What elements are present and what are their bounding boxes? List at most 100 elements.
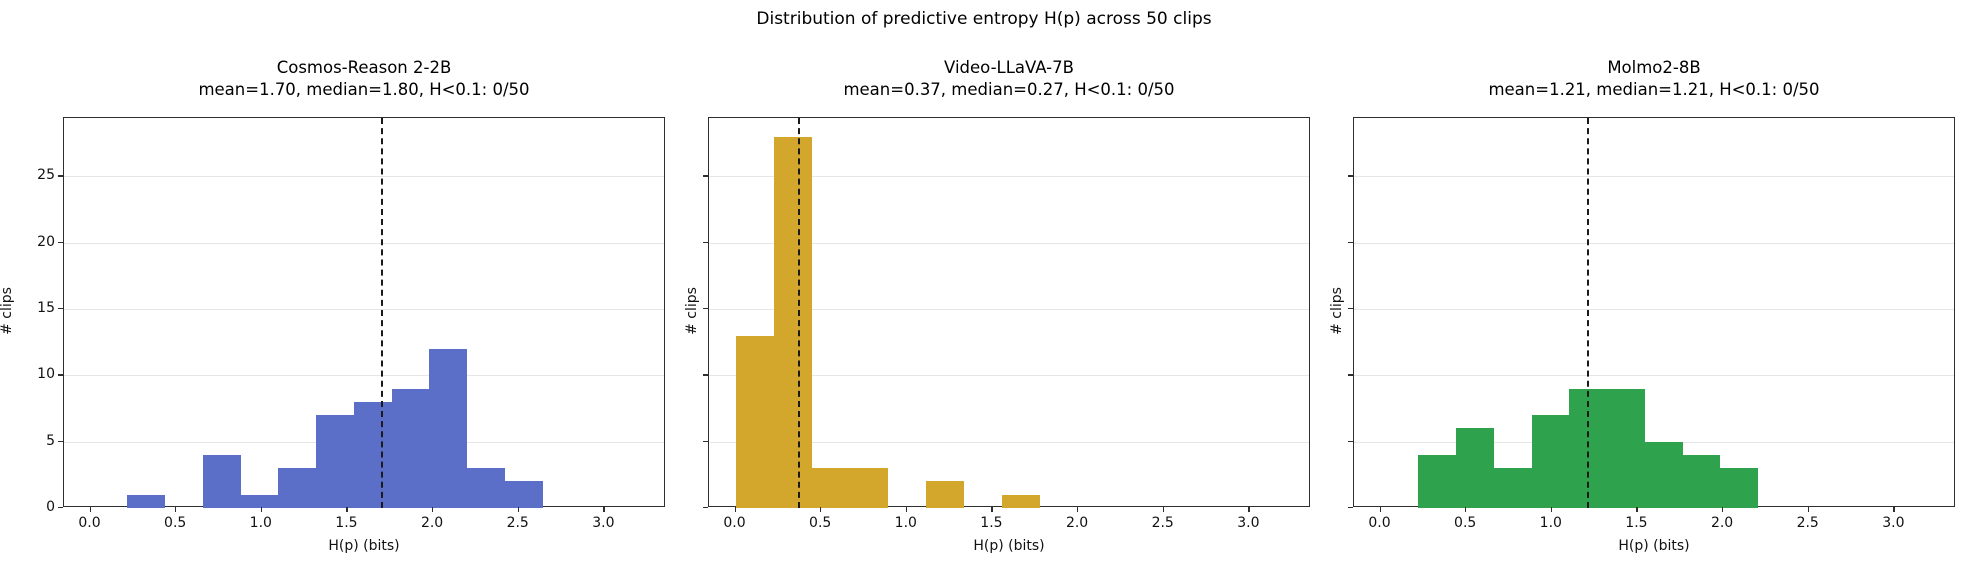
x-tick-mark	[1722, 507, 1724, 512]
x-tick-label: 2.0	[1065, 515, 1089, 531]
subplot-stats-line: mean=0.37, median=0.27, H<0.1: 0/50	[843, 80, 1175, 99]
y-axis-label: # clips	[0, 287, 15, 335]
histogram-bar	[467, 468, 505, 508]
x-tick-mark	[175, 507, 177, 512]
x-tick-label: 0.5	[164, 515, 187, 531]
y-tick-label: 0	[46, 499, 55, 515]
x-tick-label: 1.5	[335, 515, 358, 531]
x-tick-label: 2.0	[420, 515, 444, 531]
gridline	[709, 242, 1309, 244]
subplot-title: Molmo2-8B mean=1.21, median=1.21, H<0.1: …	[1353, 57, 1955, 101]
mean-line	[380, 118, 383, 508]
histogram-bar	[1418, 454, 1456, 508]
histogram-bar	[202, 454, 241, 508]
y-tick-mark	[58, 507, 63, 509]
histogram-bar	[735, 335, 774, 508]
x-axis-label: H(p) (bits)	[973, 538, 1045, 554]
gridline	[64, 375, 664, 377]
x-tick-mark	[89, 507, 91, 512]
subplot-title: Cosmos-Reason 2-2B mean=1.70, median=1.80…	[63, 57, 665, 101]
y-tick-mark	[703, 175, 708, 177]
x-tick-mark	[1893, 507, 1895, 512]
gridline	[709, 375, 1309, 377]
x-tick-label: 0.5	[809, 515, 832, 531]
x-tick-label: 1.0	[249, 515, 272, 531]
x-tick-label: 1.0	[894, 515, 917, 531]
histogram-bar	[811, 468, 850, 508]
subplot-model-name: Video-LLaVA-7B	[944, 58, 1074, 77]
gridline	[1354, 176, 1954, 178]
y-tick-mark	[703, 308, 708, 310]
x-tick-label: 2.5	[506, 515, 529, 531]
histogram-bar	[1455, 428, 1494, 508]
x-tick-label: 0.5	[1454, 515, 1477, 531]
histogram-bar	[1682, 454, 1721, 508]
y-tick-label: 10	[37, 366, 55, 383]
x-tick-label: 3.0	[1882, 515, 1905, 531]
x-tick-mark	[1077, 507, 1079, 512]
subplot-model-name: Molmo2-8B	[1607, 58, 1701, 77]
y-tick-label: 20	[37, 233, 55, 250]
y-tick-mark	[703, 440, 708, 442]
gridline	[709, 309, 1309, 311]
histogram-bar	[926, 481, 965, 508]
plot-area	[708, 117, 1310, 508]
x-tick-label: 3.0	[592, 515, 615, 531]
figure-title: Distribution of predictive entropy H(p) …	[756, 9, 1212, 29]
x-tick-mark	[734, 507, 736, 512]
y-tick-mark	[703, 241, 708, 243]
gridline	[64, 309, 664, 311]
histogram-bar	[278, 468, 317, 508]
x-tick-mark	[517, 507, 519, 512]
histogram-bar	[1531, 415, 1570, 508]
gridline	[64, 242, 664, 244]
y-tick-mark	[1348, 374, 1353, 376]
y-tick-mark	[1348, 175, 1353, 177]
x-tick-mark	[1248, 507, 1250, 512]
gridline	[709, 441, 1309, 443]
y-axis-label: # clips	[684, 287, 700, 335]
histogram-bar	[505, 481, 543, 508]
y-tick-mark	[1348, 507, 1353, 509]
y-tick-mark	[703, 374, 708, 376]
subplot-model-name: Cosmos-Reason 2-2B	[276, 58, 452, 77]
x-tick-mark	[603, 507, 605, 512]
gridline	[64, 176, 664, 178]
x-tick-mark	[820, 507, 822, 512]
x-tick-label: 1.5	[980, 515, 1003, 531]
x-tick-mark	[905, 507, 907, 512]
y-tick-label: 15	[37, 300, 55, 317]
y-tick-mark	[1348, 241, 1353, 243]
x-tick-mark	[1465, 507, 1467, 512]
x-tick-mark	[1550, 507, 1552, 512]
x-tick-label: 3.0	[1237, 515, 1260, 531]
x-tick-mark	[1636, 507, 1638, 512]
x-tick-mark	[346, 507, 348, 512]
mean-line	[1586, 118, 1589, 508]
x-tick-mark	[432, 507, 434, 512]
x-tick-mark	[1807, 507, 1809, 512]
y-tick-mark	[703, 507, 708, 509]
x-tick-label: 0.0	[78, 515, 101, 531]
histogram-bar	[353, 401, 392, 508]
x-tick-label: 2.5	[1151, 515, 1174, 531]
gridline	[1354, 375, 1954, 377]
x-tick-label: 1.5	[1625, 515, 1648, 531]
histogram-bar	[240, 494, 279, 508]
x-tick-label: 0.0	[1368, 515, 1391, 531]
y-tick-mark	[1348, 440, 1353, 442]
histogram-bar	[127, 494, 166, 508]
plot-area	[63, 117, 665, 508]
x-tick-label: 2.0	[1710, 515, 1734, 531]
y-tick-mark	[58, 374, 63, 376]
subplot-stats-line: mean=1.21, median=1.21, H<0.1: 0/50	[1488, 80, 1820, 99]
x-tick-label: 0.0	[723, 515, 746, 531]
x-tick-mark	[1162, 507, 1164, 512]
x-tick-mark	[260, 507, 262, 512]
mean-line	[797, 118, 800, 508]
histogram-bar	[391, 388, 430, 508]
x-tick-label: 2.5	[1796, 515, 1819, 531]
x-tick-mark	[991, 507, 993, 512]
histogram-bar	[1607, 388, 1645, 508]
